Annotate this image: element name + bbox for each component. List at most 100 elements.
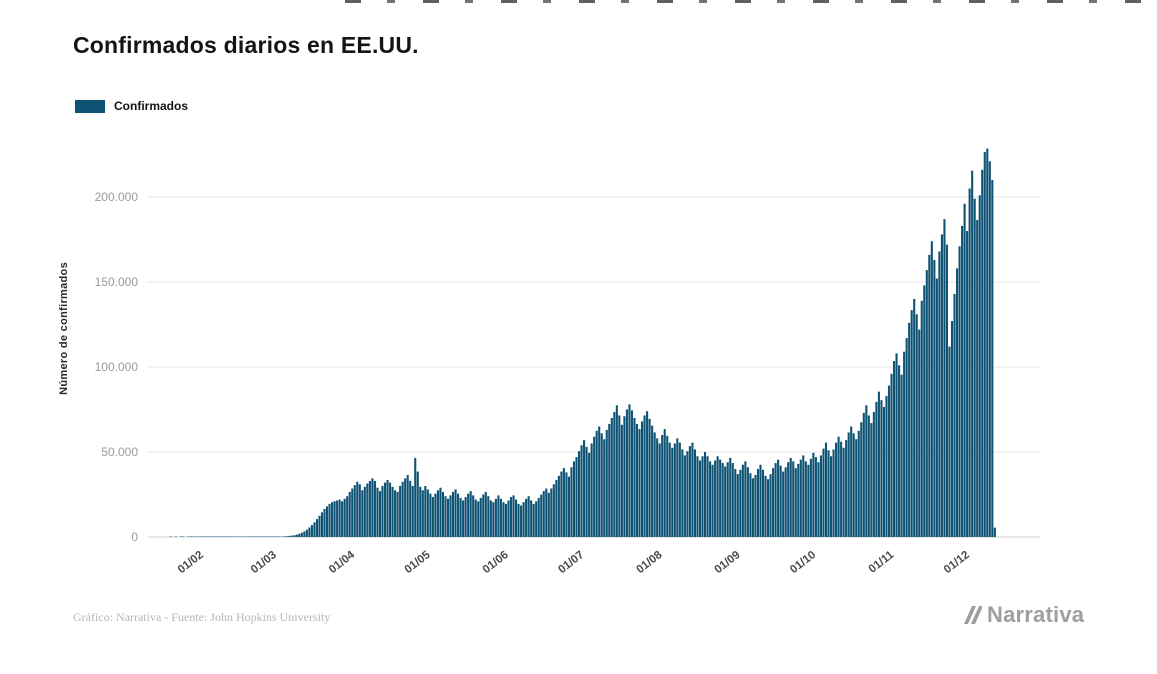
bar [953, 293, 956, 537]
bar [194, 536, 198, 537]
bar [971, 170, 974, 537]
bar [792, 461, 795, 537]
bar [638, 429, 641, 537]
bar [341, 501, 344, 537]
bar [222, 536, 225, 537]
bar [668, 442, 671, 537]
bar [903, 351, 906, 537]
bar [598, 426, 601, 537]
bar [479, 497, 482, 537]
bar [497, 495, 500, 537]
bar [633, 418, 636, 537]
bar [628, 404, 631, 537]
bar [688, 446, 691, 537]
bar [353, 485, 356, 537]
bar [963, 203, 966, 538]
bar [794, 468, 797, 537]
bar [976, 219, 979, 537]
bar [446, 498, 450, 537]
bar [630, 410, 634, 537]
bar [540, 494, 543, 537]
bar [724, 466, 727, 537]
bar [814, 457, 817, 537]
bar [701, 456, 704, 537]
bar [666, 435, 669, 537]
bar [482, 494, 485, 537]
bar [930, 241, 933, 537]
bar [421, 490, 424, 537]
bar [678, 442, 681, 537]
y-tick-label: 200.000 [95, 190, 139, 204]
bar [535, 501, 538, 537]
narrativa-logo-icon [964, 606, 982, 624]
bar [580, 445, 583, 537]
bar [852, 433, 855, 537]
bar [220, 536, 223, 537]
bar [842, 447, 845, 537]
bar [880, 400, 883, 537]
bar [507, 500, 510, 537]
bar [703, 452, 707, 537]
bar [827, 450, 830, 537]
legend-label: Confirmados [114, 99, 189, 113]
bar [885, 395, 888, 537]
bar [938, 251, 941, 537]
bar [441, 491, 445, 537]
bar [797, 463, 800, 537]
bar [804, 461, 807, 537]
bar [739, 469, 742, 537]
legend: Confirmados [75, 99, 188, 113]
bar [469, 491, 472, 537]
bar [396, 491, 399, 537]
bar [237, 536, 240, 537]
bar [817, 462, 820, 537]
bar [567, 476, 571, 537]
bar [988, 161, 991, 538]
bar [205, 536, 208, 537]
bar [499, 498, 502, 537]
bar [411, 486, 414, 537]
x-tick-label: 01/02 [176, 549, 206, 576]
bar [802, 455, 805, 537]
bar [192, 536, 195, 537]
bar [887, 385, 891, 537]
bar [414, 457, 417, 537]
bar [945, 244, 949, 537]
bar [613, 412, 616, 537]
bar [908, 322, 911, 537]
bar [419, 486, 422, 537]
bar [252, 536, 256, 537]
bar [943, 219, 946, 537]
bar [986, 148, 989, 538]
bar [343, 498, 346, 537]
bar [517, 503, 520, 537]
x-tick-label: 01/06 [481, 549, 511, 576]
bar [325, 506, 329, 537]
bar [502, 502, 505, 537]
x-tick-label: 01/12 [942, 549, 972, 576]
bar [394, 490, 397, 537]
bar [283, 536, 286, 537]
bar [719, 459, 722, 537]
bar [305, 529, 308, 537]
bar [338, 499, 341, 537]
bar [862, 412, 865, 537]
bar [787, 462, 790, 537]
bar [681, 449, 684, 537]
bar [643, 415, 646, 537]
bar [925, 270, 928, 537]
bar [865, 405, 868, 537]
bar [550, 488, 553, 537]
bar [716, 456, 719, 537]
bar [484, 491, 487, 537]
bar [348, 491, 351, 537]
bar [545, 488, 548, 537]
bar [270, 536, 273, 537]
bar [439, 487, 442, 537]
bar [487, 496, 490, 537]
bar [623, 416, 626, 537]
bar [658, 443, 661, 537]
bar [416, 471, 419, 537]
